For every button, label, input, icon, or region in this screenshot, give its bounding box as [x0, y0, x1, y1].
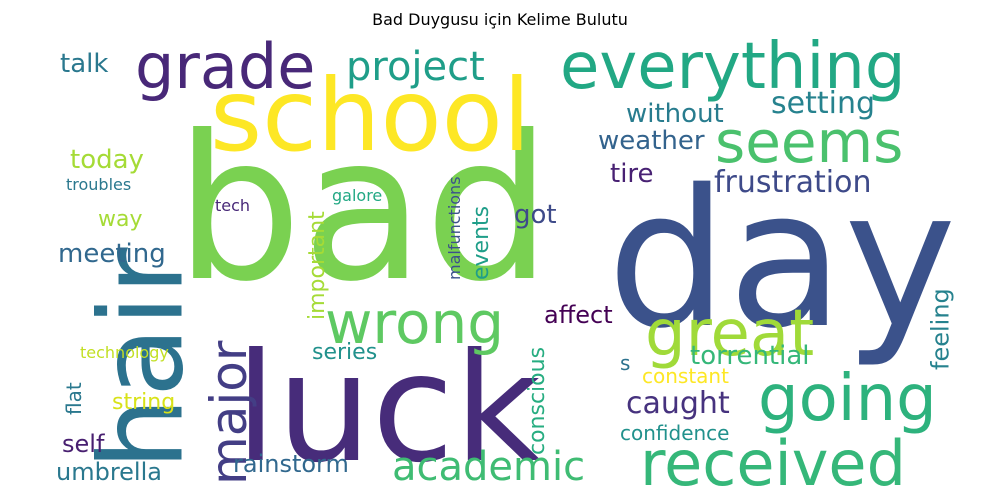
word-day: day	[607, 149, 956, 370]
word-project: project	[346, 44, 485, 90]
word-luck: luck	[235, 322, 541, 496]
word-umbrella: umbrella	[56, 458, 162, 486]
word-academic: academic	[392, 444, 585, 490]
word-bad: bad	[175, 93, 551, 326]
word-talk: talk	[60, 49, 108, 79]
word-galore: galore	[332, 186, 382, 205]
word-received: received	[640, 427, 906, 500]
word-wrong: wrong	[325, 289, 504, 357]
word-important: important	[305, 211, 330, 320]
word-great: great	[645, 297, 814, 371]
word-caught: caught	[626, 386, 730, 421]
word-meeting: meeting	[58, 239, 166, 269]
word-tire: tire	[610, 159, 654, 189]
word-s: s	[620, 351, 630, 375]
word-torrential: torrential	[690, 341, 810, 371]
word-seems: seems	[715, 108, 903, 176]
word-feeling: feeling	[927, 288, 955, 370]
word-frustration: frustration	[714, 165, 872, 200]
word-conscious: conscious	[525, 347, 550, 455]
word-tech: tech	[215, 196, 250, 215]
word-got: got	[514, 200, 557, 230]
word-grade: grade	[135, 30, 315, 103]
word-series: series	[312, 340, 377, 365]
word-setting: setting	[771, 86, 875, 121]
word-without: without	[626, 99, 724, 129]
word-going: going	[758, 362, 937, 436]
word-technology: technology	[80, 343, 169, 362]
word-weather: weather	[598, 126, 705, 156]
word-confidence: confidence	[620, 421, 729, 445]
word-malfunctions: malfunctions	[445, 176, 464, 280]
word-self: self	[62, 430, 105, 458]
word-constant: constant	[642, 364, 729, 388]
word-rainstorm: rainstorm	[233, 450, 349, 478]
word-way: way	[98, 207, 143, 232]
word-affect: affect	[544, 301, 613, 329]
word-hair: hair	[75, 247, 209, 470]
word-major: major	[200, 340, 258, 485]
word-today: today	[70, 145, 144, 175]
word-flat: flat	[62, 382, 86, 415]
word-everything: everything	[560, 30, 905, 104]
word-troubles: troubles	[66, 175, 131, 194]
word-events: events	[469, 206, 494, 280]
word-school: school	[210, 57, 531, 174]
word-string: string	[112, 390, 175, 415]
chart-title: Bad Duygusu için Kelime Bulutu	[372, 10, 628, 29]
